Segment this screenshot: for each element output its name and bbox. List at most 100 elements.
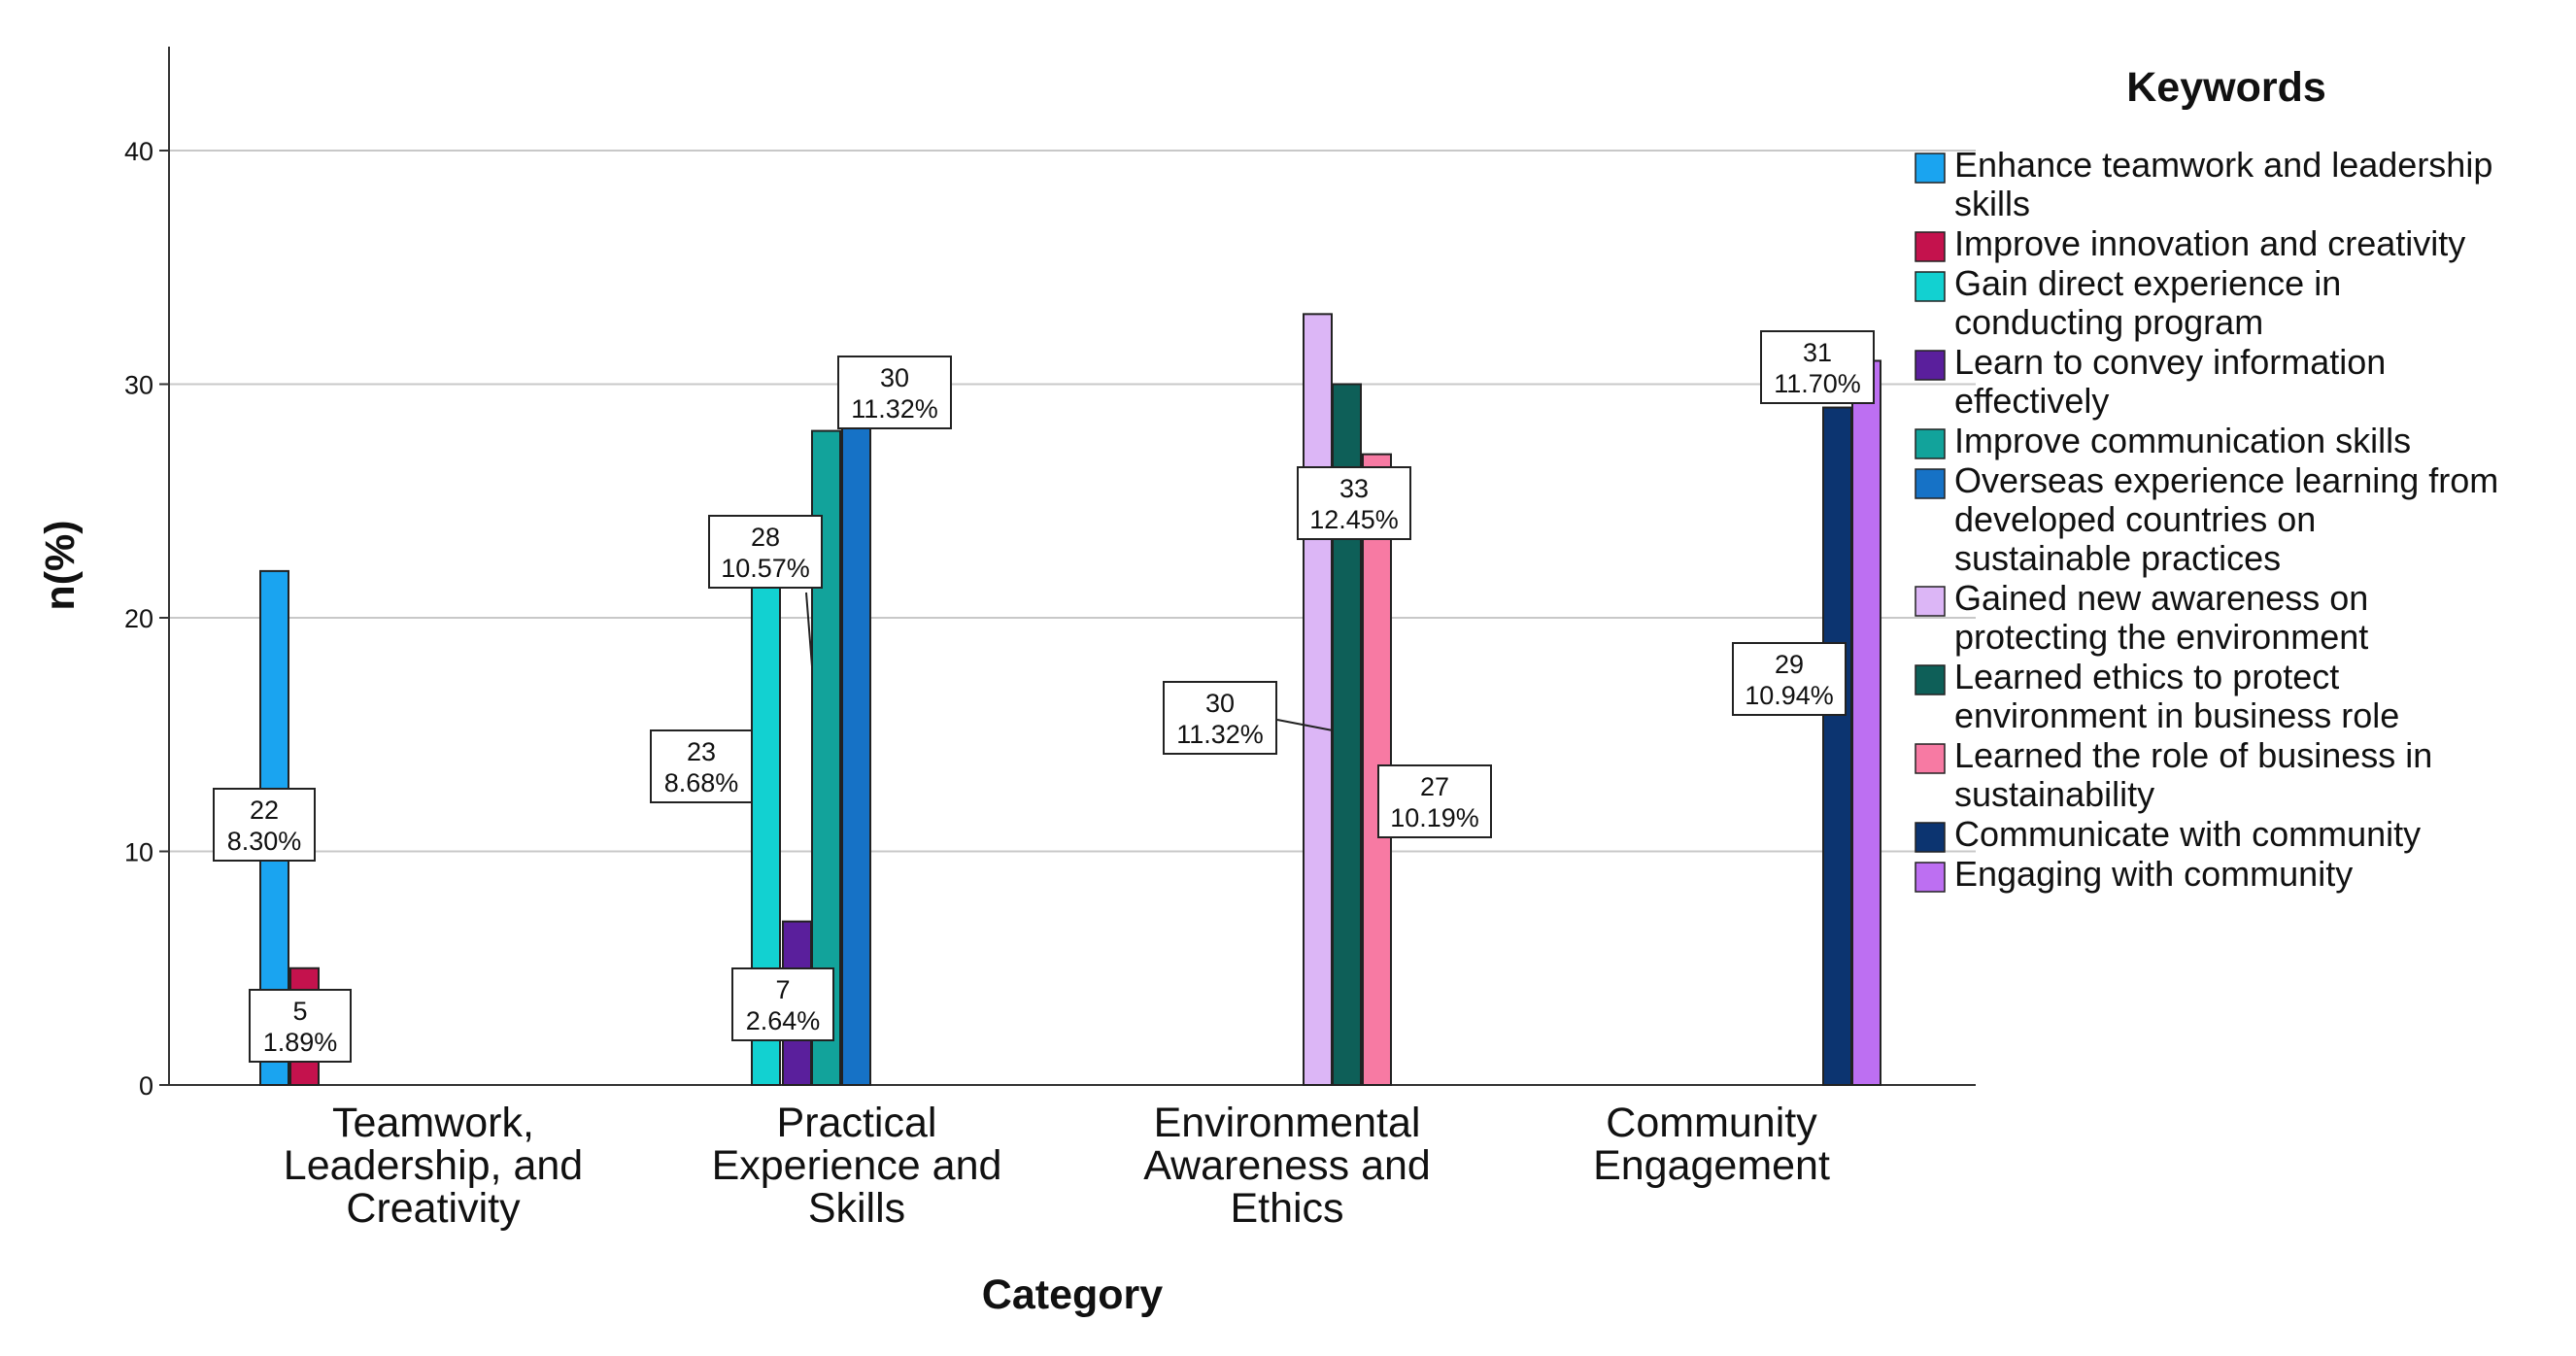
data-label-count: 28 [751,523,780,552]
legend-swatch [1915,822,1946,853]
data-label-percent: 12.45% [1309,505,1399,534]
category-label: Experience and [712,1142,1002,1189]
category-label: Awareness and [1143,1142,1431,1189]
bar[interactable] [1303,313,1333,1087]
data-label-box [1732,642,1847,716]
legend-label: Overseas experience learning from [1954,460,2498,500]
data-label-percent: 10.19% [1390,803,1479,832]
legend-item[interactable]: Learned the role of business insustainab… [1915,735,2432,814]
data-label-percent: 11.32% [851,394,938,424]
legend-swatch [1915,586,1946,617]
data-label-count: 33 [1339,474,1369,503]
legend-label: Engaging with community [1954,854,2353,894]
data-label-percent: 11.70% [1774,369,1861,398]
legend-item[interactable]: Improve innovation and creativity [1915,223,2465,263]
legend-label: environment in business role [1954,695,2399,735]
y-tick-label: 10 [124,838,153,867]
data-label-count: 27 [1420,772,1449,801]
legend-label: Gained new awareness on [1954,578,2368,618]
y-axis-title: n(%) [37,520,84,610]
data-label-box [708,515,823,589]
data-label-box [1760,330,1875,404]
data-label-percent: 8.68% [664,768,739,797]
data-label-percent: 11.32% [1176,720,1264,749]
legend-label: conducting program [1954,302,2263,342]
data-label-count: 7 [775,975,790,1004]
bar[interactable] [1822,406,1852,1086]
category-label: Community [1606,1100,1817,1146]
y-tick-label: 30 [124,371,153,400]
legend-swatch [1915,664,1946,695]
data-label-percent: 8.30% [227,827,302,856]
legend-label: Learn to convey information [1954,342,2386,382]
legend-label: sustainable practices [1954,538,2281,578]
y-tick-label: 20 [124,604,153,633]
data-label-count: 5 [292,997,307,1026]
data-label: 228.30% [213,788,316,862]
x-axis-title: Category [982,1271,1163,1318]
legend-label: protecting the environment [1954,617,2368,657]
data-label-count: 23 [687,737,716,766]
legend-label: Learned the role of business in [1954,735,2432,775]
legend-swatch [1915,743,1946,774]
legend-item[interactable]: Overseas experience learning fromdevelop… [1915,460,2498,578]
legend-label: Learned ethics to protect [1954,657,2339,696]
category-label: Ethics [1230,1185,1343,1232]
data-label: 72.64% [731,967,834,1041]
data-label-box [650,729,753,803]
data-label-percent: 10.57% [721,554,810,583]
y-tick-label: 0 [139,1071,153,1101]
legend-title: Keywords [2126,64,2326,111]
legend-label: Gain direct experience in [1954,263,2341,303]
data-label: 51.89% [249,989,352,1063]
data-label: 238.68% [650,729,753,803]
data-label-count: 31 [1803,338,1832,367]
data-label-box [249,989,352,1063]
category-label: Teamwork, [332,1100,534,1146]
legend-label: Improve innovation and creativity [1954,223,2465,263]
data-label-box [837,356,952,429]
bar[interactable] [841,383,871,1086]
legend-label: sustainability [1954,774,2154,814]
label-leader-line [805,592,813,667]
legend-item[interactable]: Improve communication skills [1915,421,2411,460]
data-label-box [731,967,834,1041]
category-label: Environmental [1154,1100,1421,1146]
legend-swatch [1915,231,1946,262]
legend-label: developed countries on [1954,499,2316,539]
label-leader-line [1276,719,1334,731]
data-label-count: 30 [880,363,909,392]
legend-label: Enhance teamwork and leadership [1954,145,2492,185]
category-label: Leadership, and [284,1142,583,1189]
data-label-box [1377,764,1492,838]
legend-swatch [1915,350,1946,381]
legend-label: Improve communication skills [1954,421,2411,460]
legend-swatch [1915,428,1946,459]
category-label: Skills [808,1185,905,1232]
bar[interactable] [1851,359,1881,1086]
data-label-percent: 1.89% [263,1028,338,1057]
legend-label: Communicate with community [1954,814,2421,854]
legend-item[interactable]: Communicate with community [1915,814,2421,854]
data-label-count: 29 [1775,650,1804,679]
category-label: Engagement [1593,1142,1830,1189]
data-label-percent: 10.94% [1745,681,1834,710]
legend-swatch [1915,271,1946,302]
legend-item[interactable]: Engaging with community [1915,854,2353,894]
data-label-count: 30 [1205,689,1235,718]
legend-swatch [1915,153,1946,184]
legend-swatch [1915,468,1946,499]
